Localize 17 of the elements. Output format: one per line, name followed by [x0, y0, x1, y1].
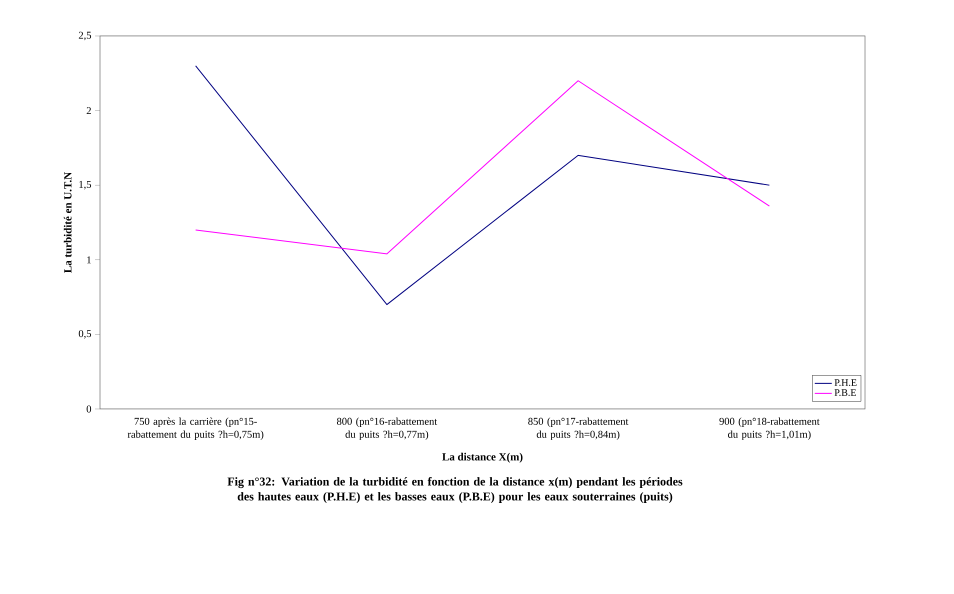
- line-series: [195, 65, 770, 306]
- y-tick-label: 0: [86, 405, 92, 413]
- legend-label: P.H.E: [834, 379, 856, 386]
- y-tick-label: 0,5: [78, 330, 92, 339]
- y-axis-title: La turbidité en U.T.N: [64, 172, 72, 273]
- y-tick-label: 1: [87, 256, 91, 264]
- x-axis-title: La distance X(m): [442, 452, 522, 463]
- legend-label: P.B.E: [834, 389, 856, 396]
- x-tick-label: 750 après la carrière (pn°15-rabattement du puits ?h=0,75m): [128, 418, 264, 440]
- x-tick-label: 850 (pn°17-rabattement du puits ?h=0,84m): [528, 418, 628, 440]
- y-tick-label: 2: [86, 107, 91, 114]
- line-series: [195, 80, 770, 254]
- x-tick-label: 900 (pn°18-rabattement du puits ?h=1,01m): [719, 418, 820, 440]
- text: Fig n°32: Variation de la turbidité en fonction de la distance x(m) pendant les périodes des hautes eaux (P.H.E) et les basses eaux (P.B.E) pour les eaux souterraines (puits): [228, 477, 682, 503]
- x-tick-label: 800 (pn°16-rabattement du puits ?h=0,77m): [336, 418, 438, 440]
- y-tick-label: 2,5: [78, 32, 92, 40]
- y-tick-label: 1,5: [79, 180, 92, 190]
